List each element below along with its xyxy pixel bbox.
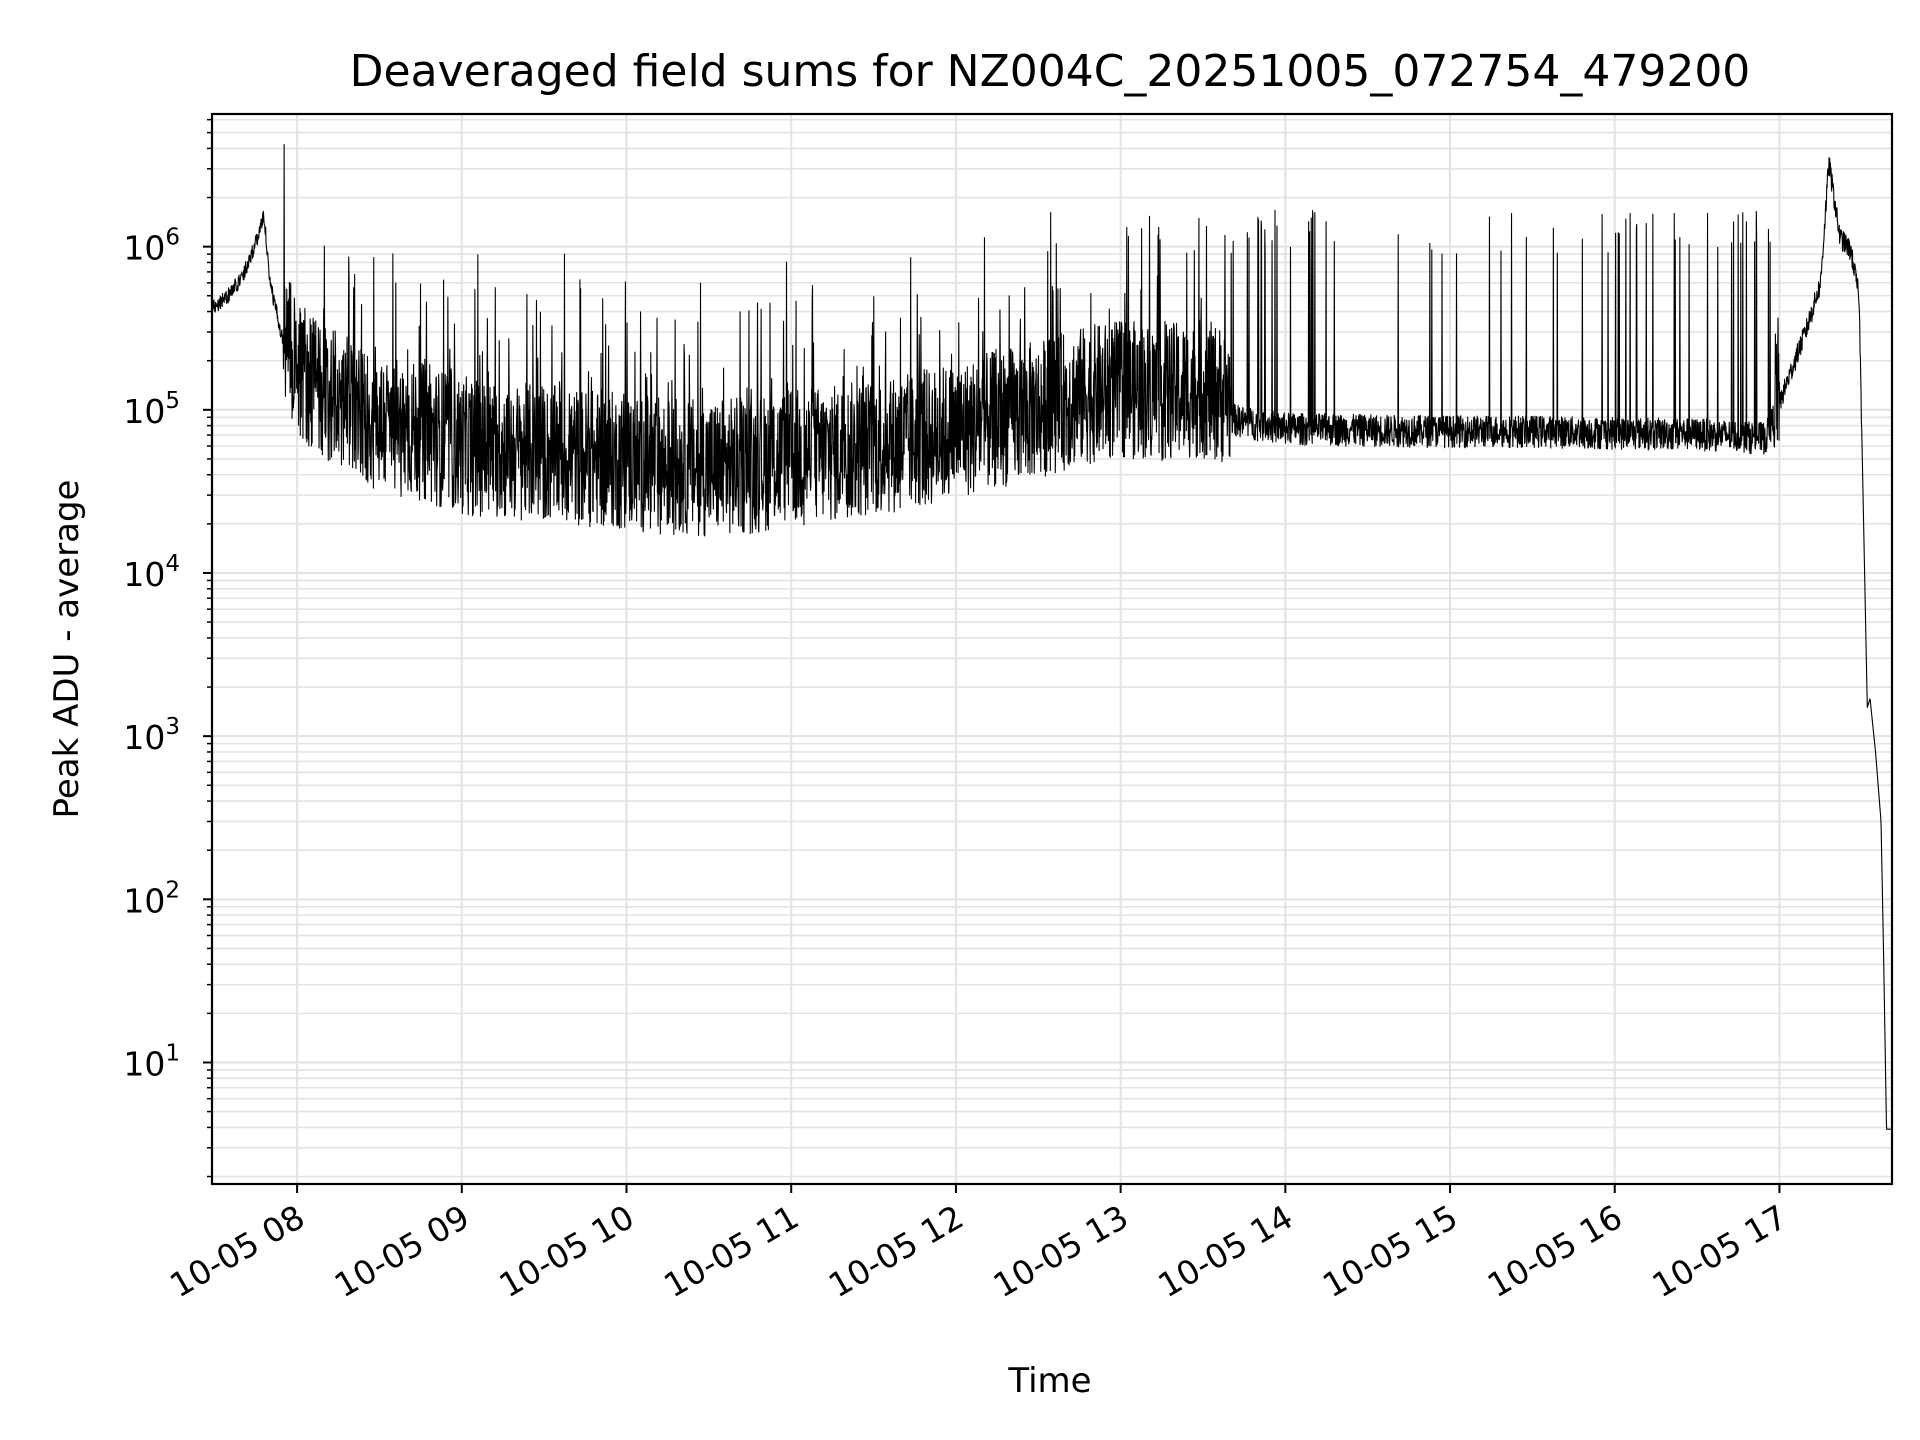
- plot-frame: [210, 112, 1894, 1186]
- plot-area: [211, 144, 1893, 1130]
- y-tick-label: 104: [123, 551, 180, 594]
- y-tick-label: 101: [123, 1040, 180, 1083]
- y-tick-label: 103: [123, 714, 180, 757]
- y-tick-label: 102: [123, 877, 180, 920]
- series-line: [211, 144, 1893, 1130]
- y-axis-label: Peak ADU - average: [47, 480, 87, 819]
- x-axis-label: Time: [1007, 1361, 1091, 1401]
- chart-title: Deaveraged field sums for NZ004C_2025100…: [350, 46, 1751, 97]
- y-tick-label: 105: [123, 388, 180, 431]
- y-tick-label: 106: [123, 225, 180, 268]
